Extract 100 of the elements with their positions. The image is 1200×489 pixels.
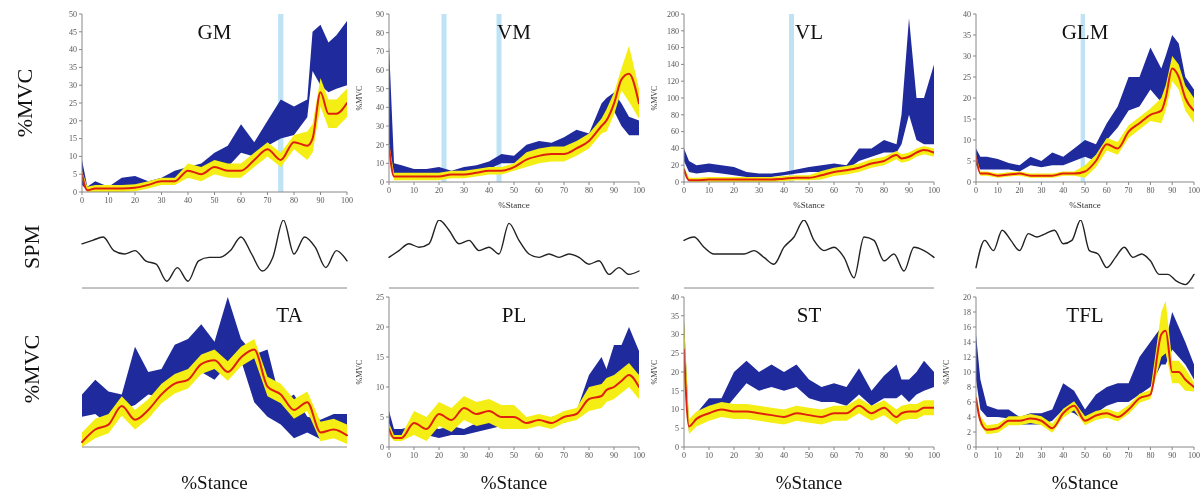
x-tick-label: 60 (1102, 185, 1111, 195)
y-tick-label: 40 (671, 292, 679, 302)
x-axis-title: %Stance (1069, 200, 1101, 210)
y-tick-label: 20 (376, 140, 384, 150)
x-tick-label: 10 (410, 450, 418, 460)
chart-title: GLM (1060, 20, 1110, 45)
y-axis-title: %MVC (19, 334, 45, 404)
x-tick-label: 70 (1124, 185, 1133, 195)
y-axis-title: %MVC (649, 85, 659, 111)
x-axis-title: %Stance (1051, 472, 1119, 489)
y-axis-title: %MVC (354, 359, 364, 385)
y-tick-label: 5 (380, 412, 384, 422)
x-tick-label: 40 (1059, 185, 1068, 195)
x-tick-label: 90 (610, 185, 618, 195)
y-tick-label: 50 (69, 9, 77, 19)
y-tick-label: 25 (69, 98, 77, 108)
x-tick-label: 20 (1015, 450, 1024, 460)
y-tick-label: 30 (671, 330, 679, 340)
y-tick-label: 45 (69, 27, 77, 37)
x-tick-label: 40 (780, 450, 788, 460)
y-tick-label: 15 (671, 386, 679, 396)
y-axis-title: %MVC (941, 359, 951, 385)
line-series (389, 374, 639, 439)
x-tick-label: 0 (974, 185, 978, 195)
x-tick-label: 80 (290, 195, 298, 205)
chart-title: TFL (1065, 303, 1105, 328)
y-tick-label: 20 (69, 116, 77, 126)
x-tick-label: 40 (485, 450, 493, 460)
x-tick-label: 0 (387, 185, 391, 195)
y-tick-label: 14 (963, 337, 971, 347)
x-tick-label: 20 (730, 450, 738, 460)
x-tick-label: 90 (610, 450, 618, 460)
y-tick-label: 60 (376, 65, 384, 75)
y-tick-label: 35 (671, 311, 679, 321)
line-series (389, 72, 639, 178)
x-axis-title: %Stance (498, 200, 530, 210)
x-tick-label: 30 (460, 450, 468, 460)
y-tick-label: 0 (675, 442, 679, 452)
x-tick-label: 40 (184, 195, 192, 205)
chart-title: PL (500, 303, 528, 328)
x-tick-label: 30 (157, 195, 166, 205)
y-tick-label: 5 (675, 424, 679, 434)
x-tick-label: 20 (730, 185, 738, 195)
x-tick-label: 60 (1102, 450, 1111, 460)
y-tick-label: 20 (671, 161, 679, 171)
x-tick-label: 70 (560, 450, 568, 460)
x-tick-label: 30 (755, 450, 763, 460)
x-tick-label: 90 (316, 195, 325, 205)
x-tick-label: 10 (705, 450, 713, 460)
x-tick-label: 50 (510, 450, 518, 460)
y-tick-label: 35 (963, 30, 971, 40)
x-tick-label: 10 (104, 195, 113, 205)
x-tick-label: 100 (928, 450, 940, 460)
x-tick-label: 90 (1168, 450, 1177, 460)
y-tick-label: 5 (967, 156, 971, 166)
y-tick-label: 40 (963, 9, 971, 19)
y-tick-label: 80 (671, 110, 679, 120)
x-tick-label: 100 (1188, 450, 1200, 460)
x-tick-label: 80 (1146, 450, 1155, 460)
y-tick-label: 10 (69, 152, 77, 162)
x-tick-label: 20 (131, 195, 139, 205)
y-tick-label: 15 (963, 114, 971, 124)
x-axis-title: %Stance (775, 472, 843, 489)
x-tick-label: 0 (974, 450, 978, 460)
chart-title: GM (196, 20, 233, 45)
y-tick-label: 80 (376, 28, 384, 38)
x-tick-label: 50 (510, 185, 518, 195)
x-tick-label: 100 (341, 195, 353, 205)
y-tick-label: 16 (963, 322, 971, 332)
y-tick-label: 20 (376, 322, 384, 332)
x-tick-label: 10 (705, 185, 713, 195)
y-tick-label: 8 (967, 382, 971, 392)
chart-title: TA (275, 303, 304, 328)
y-tick-label: 70 (376, 47, 384, 57)
x-tick-label: 100 (1188, 185, 1200, 195)
y-tick-label: 0 (967, 177, 971, 187)
y-tick-label: 10 (963, 135, 971, 145)
x-tick-label: 50 (805, 450, 813, 460)
x-tick-label: 0 (682, 185, 686, 195)
y-axis-title: %MVC (354, 85, 364, 111)
x-tick-label: 40 (485, 185, 493, 195)
x-tick-label: 100 (928, 185, 940, 195)
x-tick-label: 80 (585, 185, 593, 195)
x-tick-label: 60 (237, 195, 245, 205)
y-tick-label: 50 (376, 84, 384, 94)
y-tick-label: 0 (380, 442, 384, 452)
x-tick-label: 70 (560, 185, 568, 195)
y-tick-label: 0 (967, 442, 971, 452)
y-axis-title: SPM (19, 224, 45, 270)
x-tick-label: 60 (830, 185, 838, 195)
x-tick-label: 40 (1059, 450, 1068, 460)
x-tick-label: 50 (1081, 185, 1089, 195)
x-tick-label: 20 (1015, 185, 1024, 195)
x-tick-label: 70 (1124, 450, 1133, 460)
chart-title: VL (794, 20, 824, 45)
x-tick-label: 0 (682, 450, 686, 460)
y-tick-label: 0 (675, 177, 679, 187)
x-tick-label: 30 (1037, 185, 1046, 195)
y-tick-label: 15 (376, 352, 384, 362)
y-tick-label: 20 (671, 367, 679, 377)
